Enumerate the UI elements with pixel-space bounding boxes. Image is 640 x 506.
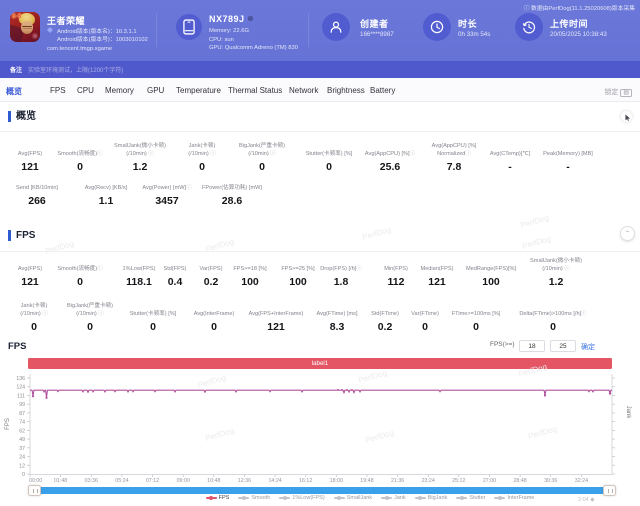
svg-text:25:12: 25:12 xyxy=(452,478,465,484)
svg-text:27:00: 27:00 xyxy=(483,478,496,484)
svg-text:28:48: 28:48 xyxy=(513,478,526,484)
svg-text:0: 0 xyxy=(22,472,25,478)
svg-text:23:24: 23:24 xyxy=(422,478,435,484)
svg-text:12:36: 12:36 xyxy=(238,478,251,484)
svg-text:24: 24 xyxy=(19,455,25,461)
svg-text:10:48: 10:48 xyxy=(207,478,220,484)
svg-text:05:24: 05:24 xyxy=(115,478,128,484)
svg-text:87: 87 xyxy=(19,411,25,417)
svg-text:18:00: 18:00 xyxy=(330,478,343,484)
svg-text:19:48: 19:48 xyxy=(360,478,373,484)
svg-text:136: 136 xyxy=(16,376,25,382)
svg-text:12: 12 xyxy=(19,463,25,469)
svg-text:99: 99 xyxy=(19,402,25,408)
svg-text:00:00: 00:00 xyxy=(29,478,42,484)
svg-text:49: 49 xyxy=(19,437,25,443)
svg-text:14:24: 14:24 xyxy=(268,478,281,484)
svg-text:37: 37 xyxy=(19,446,25,452)
svg-text:Jank: Jank xyxy=(625,406,631,420)
svg-text:16:12: 16:12 xyxy=(299,478,312,484)
svg-text:03:36: 03:36 xyxy=(85,478,98,484)
svg-text:74: 74 xyxy=(19,420,25,426)
svg-text:30:36: 30:36 xyxy=(544,478,557,484)
svg-text:07:12: 07:12 xyxy=(146,478,159,484)
svg-text:111: 111 xyxy=(17,394,25,400)
svg-text:32:24: 32:24 xyxy=(575,478,588,484)
svg-text:09:00: 09:00 xyxy=(177,478,190,484)
svg-text:21:36: 21:36 xyxy=(391,478,404,484)
svg-text:62: 62 xyxy=(19,428,25,434)
svg-text:FPS: FPS xyxy=(5,418,11,430)
svg-text:124: 124 xyxy=(16,385,25,391)
svg-text:01:48: 01:48 xyxy=(54,478,67,484)
